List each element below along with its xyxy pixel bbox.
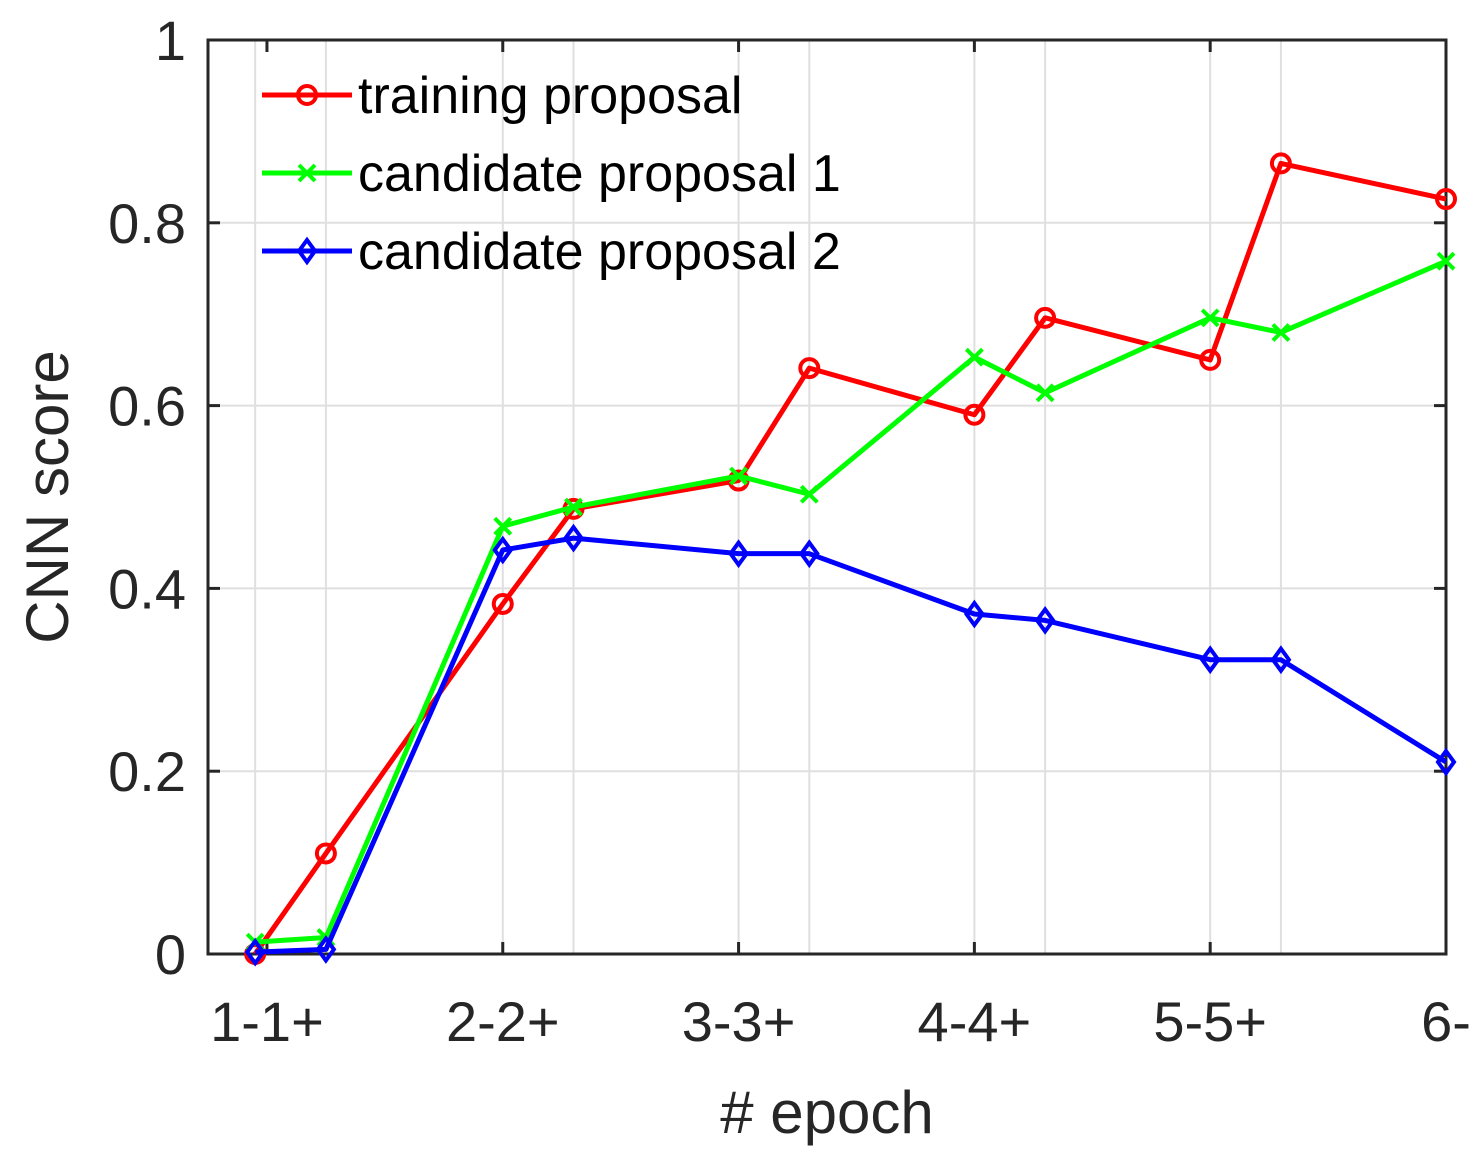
data-point bbox=[314, 842, 337, 865]
data-point bbox=[729, 466, 748, 486]
data-point bbox=[1199, 645, 1221, 675]
x-axis-label: # epoch bbox=[720, 1079, 934, 1146]
y-axis-label: CNN score bbox=[14, 350, 81, 643]
legend: training proposal candidate proposal 1 can… bbox=[262, 67, 841, 281]
legend-label: training proposal bbox=[358, 67, 742, 125]
plot-area-frame bbox=[206, 38, 1448, 956]
data-point bbox=[563, 523, 584, 553]
y-tick-label: 1 bbox=[155, 9, 186, 72]
data-point bbox=[1200, 308, 1220, 328]
data-point bbox=[1436, 251, 1456, 271]
data-point bbox=[1435, 188, 1457, 211]
x-tick-label: 1-1+ bbox=[210, 990, 324, 1053]
y-tick-label: 0.8 bbox=[108, 192, 186, 255]
data-point bbox=[798, 357, 821, 380]
data-point bbox=[1271, 323, 1291, 342]
x-tick-label: 3-3+ bbox=[682, 990, 796, 1053]
data-point bbox=[491, 592, 514, 615]
data-point bbox=[315, 935, 337, 964]
data-point bbox=[964, 347, 984, 367]
x-tick-label: 2-2+ bbox=[446, 990, 560, 1053]
y-tick-label: 0 bbox=[155, 923, 186, 986]
data-point bbox=[1435, 747, 1457, 777]
y-tick-label: 0.4 bbox=[108, 557, 186, 620]
data-point bbox=[492, 535, 514, 565]
legend-entry: training proposal bbox=[262, 67, 742, 125]
data-point bbox=[1035, 383, 1055, 403]
x-tick-label: 6- bbox=[1421, 990, 1471, 1053]
legend-marker bbox=[296, 84, 318, 106]
series-line bbox=[255, 535, 1448, 955]
legend-entry: candidate proposal 1 bbox=[262, 145, 841, 203]
data-point bbox=[244, 937, 266, 967]
data-point bbox=[1269, 152, 1292, 175]
y-tick-label: 0.2 bbox=[108, 740, 186, 803]
data-point bbox=[799, 484, 819, 504]
y-tick-label: 0.6 bbox=[108, 375, 186, 438]
legend-label: candidate proposal 2 bbox=[358, 223, 841, 281]
data-point bbox=[1270, 645, 1292, 675]
series-line bbox=[255, 258, 1447, 945]
series-line bbox=[253, 160, 1447, 956]
series-2 bbox=[245, 251, 1456, 952]
data-point bbox=[728, 539, 750, 569]
legend-entry: candidate proposal 2 bbox=[262, 223, 841, 281]
data-point bbox=[1199, 348, 1222, 371]
data-point bbox=[963, 403, 986, 426]
series-group bbox=[244, 152, 1457, 967]
data-point bbox=[1034, 306, 1057, 329]
data-point bbox=[1034, 605, 1056, 635]
series-3 bbox=[244, 523, 1457, 967]
legend-marker bbox=[297, 163, 317, 183]
data-point bbox=[493, 516, 513, 536]
data-point bbox=[963, 599, 985, 629]
data-point bbox=[564, 497, 583, 517]
legend-marker bbox=[296, 236, 318, 266]
legend-label: candidate proposal 1 bbox=[358, 145, 841, 203]
x-tick-label: 5-5+ bbox=[1153, 990, 1267, 1053]
axis-ticks: 0 0.2 0.4 0.6 0.8 1 1-1+ 2-2+ 3-3+ 4-4+ 5-5+ 6- bbox=[108, 9, 1471, 1053]
x-tick-label: 4-4+ bbox=[918, 990, 1032, 1053]
data-point bbox=[798, 539, 820, 569]
